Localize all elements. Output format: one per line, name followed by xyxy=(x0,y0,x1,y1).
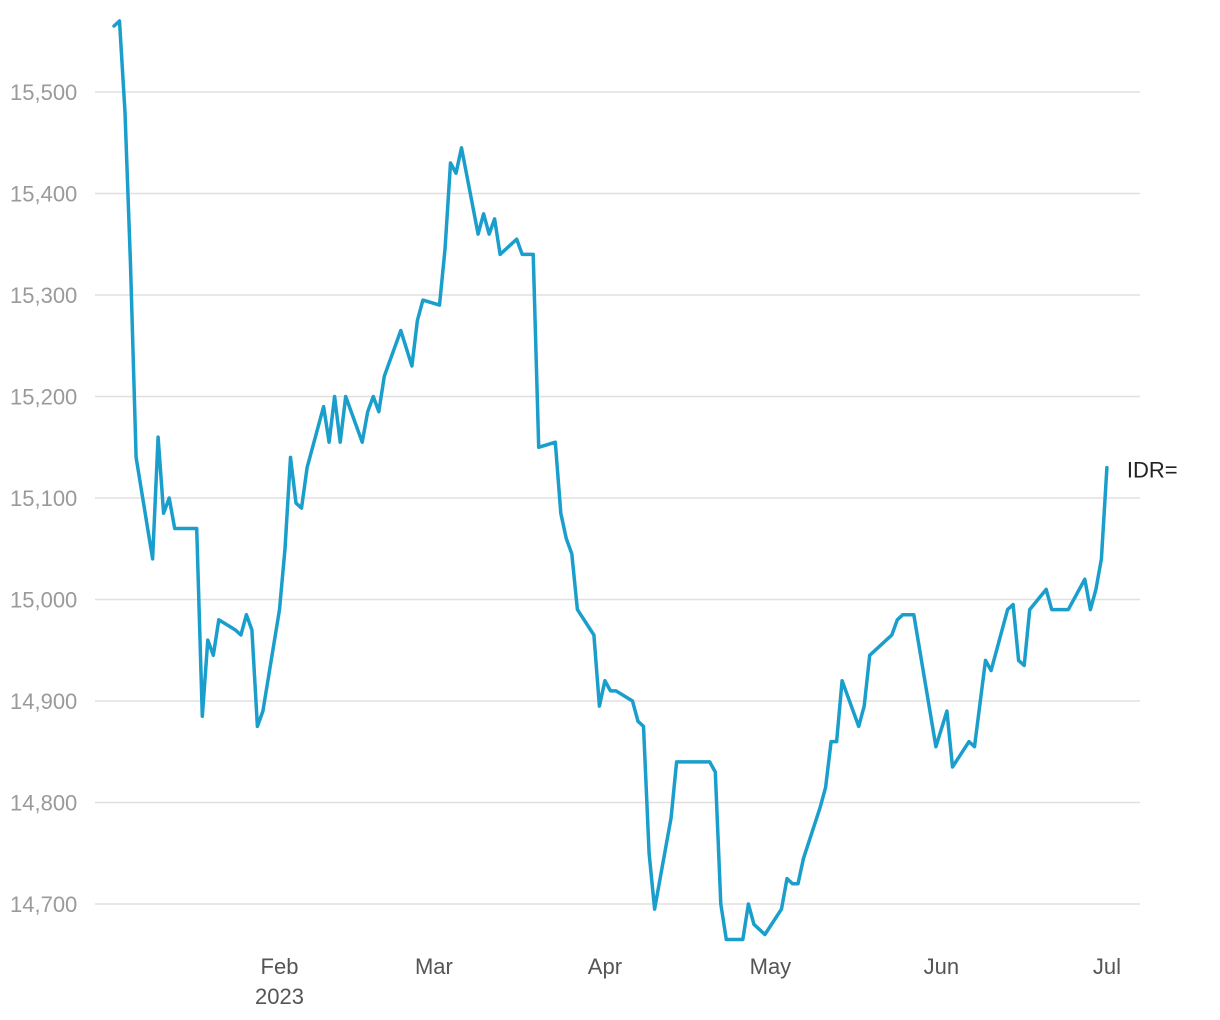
series-layer: IDR= xyxy=(112,19,1178,942)
y-tick-label: 15,300 xyxy=(10,283,77,308)
x-tick-label: Feb xyxy=(261,954,299,979)
y-tick-label: 15,500 xyxy=(10,80,77,105)
y-tick-label: 15,200 xyxy=(10,385,77,410)
y-tick-label: 14,800 xyxy=(10,791,77,816)
x-tick-label: Jul xyxy=(1093,954,1121,979)
y-axis-tick-labels: 14,700 14,800 14,900 15,000 15,100 15,200 15,3… xyxy=(10,80,77,917)
series-label: IDR= xyxy=(1127,458,1178,483)
y-tick-label: 15,400 xyxy=(10,182,77,207)
x-tick-label: Mar xyxy=(415,954,453,979)
x-tick-label: May xyxy=(750,954,792,979)
series-line xyxy=(112,19,1109,942)
y-tick-label: 15,100 xyxy=(10,486,77,511)
y-tick-label: 14,700 xyxy=(10,892,77,917)
y-tick-label: 15,000 xyxy=(10,588,77,613)
x-tick-sublabel: 2023 xyxy=(255,984,304,1009)
gridlines xyxy=(95,91,1140,905)
x-tick-label: Apr xyxy=(588,954,622,979)
x-tick-label: Jun xyxy=(924,954,959,979)
x-axis-tick-labels: Feb 2023 Mar Apr May Jun Jul xyxy=(255,954,1121,1009)
y-tick-label: 14,900 xyxy=(10,689,77,714)
